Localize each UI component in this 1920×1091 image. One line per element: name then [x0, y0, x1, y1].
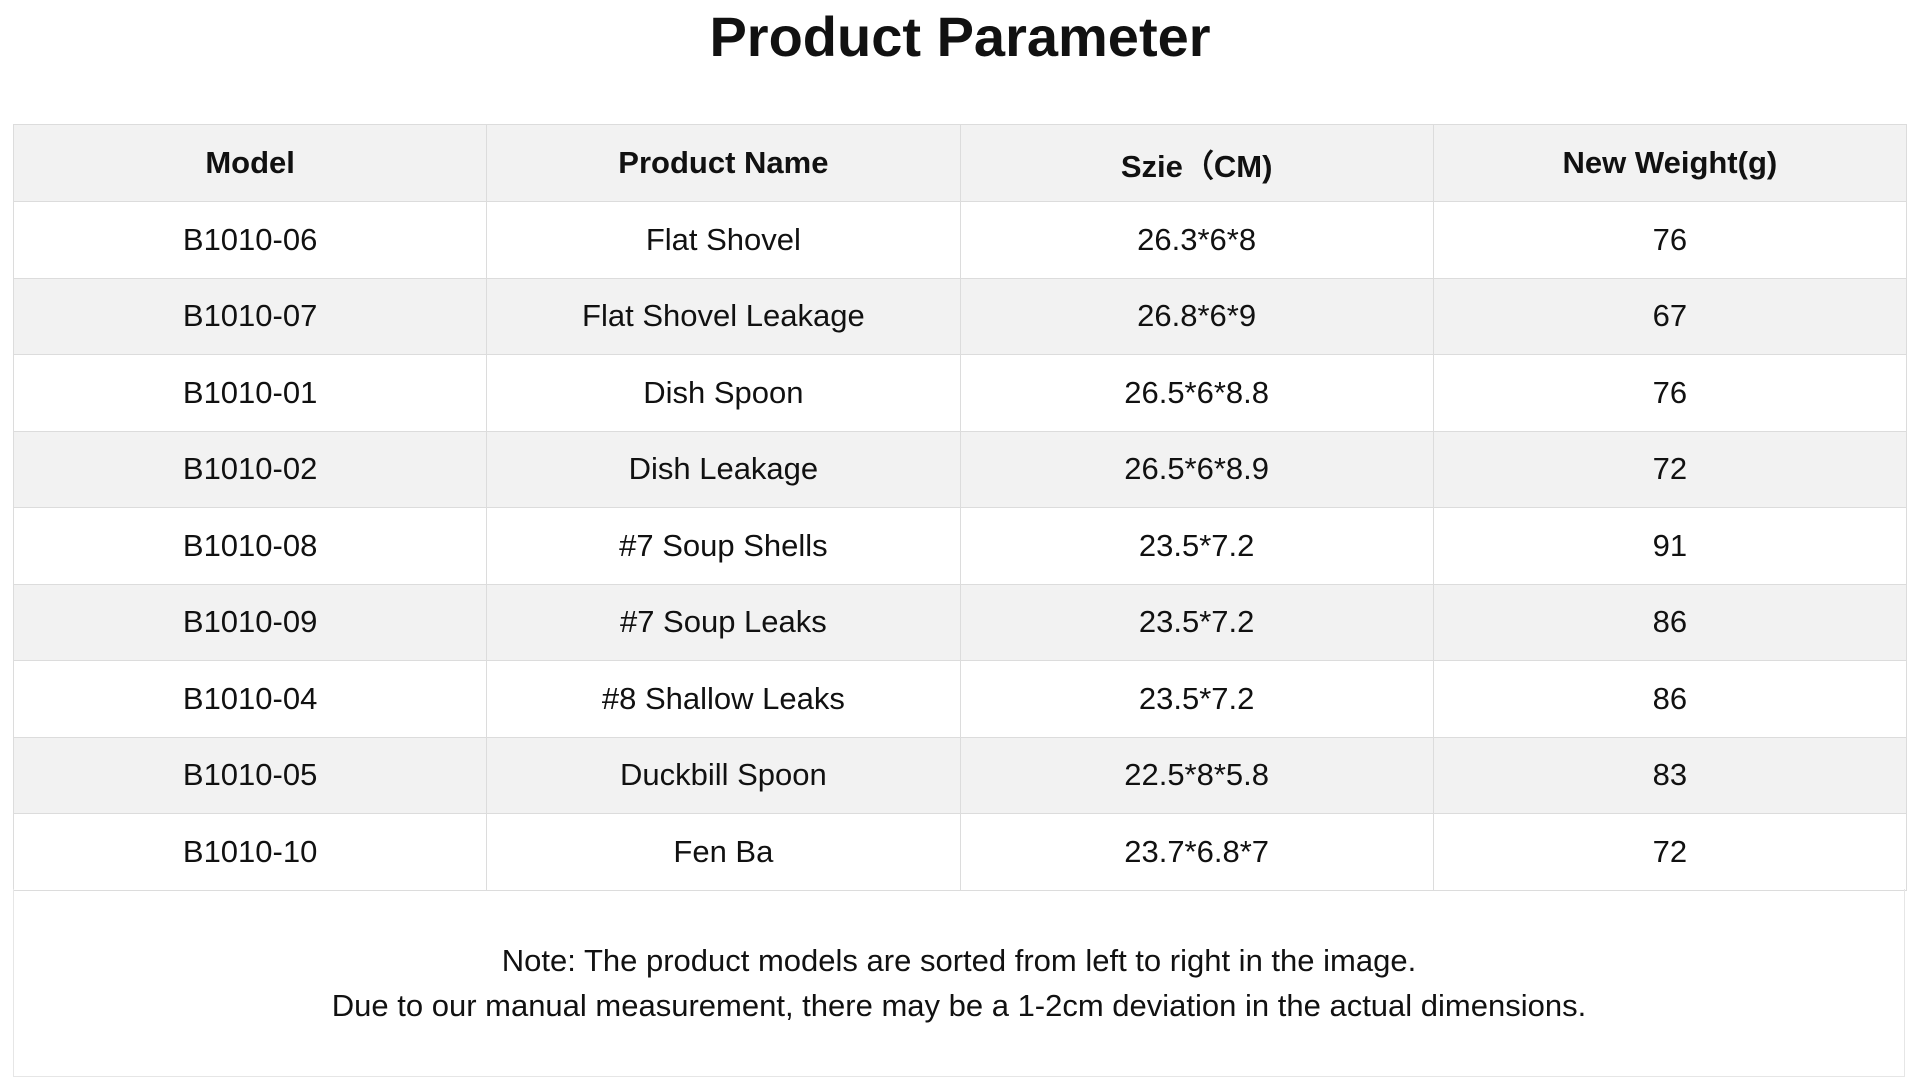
- cell-size: 22.5*8*5.8: [959, 736, 1434, 814]
- cell-weight: 67: [1432, 277, 1908, 355]
- cell-weight: 91: [1432, 507, 1908, 585]
- table-row: B1010-07 Flat Shovel Leakage 26.8*6*9 67: [12, 277, 1908, 355]
- cell-size: 26.3*6*8: [959, 201, 1434, 279]
- table-row: B1010-06 Flat Shovel 26.3*6*8 76: [12, 201, 1908, 279]
- cell-size: 26.5*6*8.8: [959, 354, 1434, 432]
- table-row: B1010-01 Dish Spoon 26.5*6*8.8 76: [12, 354, 1908, 432]
- cell-weight: 72: [1432, 430, 1908, 508]
- cell-model: B1010-02: [12, 430, 488, 508]
- cell-weight: 86: [1432, 660, 1908, 738]
- cell-model: B1010-08: [12, 507, 488, 585]
- table-row: B1010-02 Dish Leakage 26.5*6*8.9 72: [12, 430, 1908, 508]
- cell-model: B1010-01: [12, 354, 488, 432]
- cell-product-name: Dish Leakage: [486, 430, 961, 508]
- page-title: Product Parameter: [709, 5, 1211, 68]
- cell-product-name: Duckbill Spoon: [486, 736, 961, 814]
- cell-product-name: #8 Shallow Leaks: [486, 660, 961, 738]
- cell-product-name: Fen Ba: [486, 813, 961, 891]
- cell-model: B1010-06: [12, 201, 488, 279]
- product-parameter-table: Model Product Name Szie（CM) New Weight(g…: [12, 124, 1908, 891]
- table-row: B1010-08 #7 Soup Shells 23.5*7.2 91: [12, 507, 1908, 585]
- cell-product-name: #7 Soup Leaks: [486, 583, 961, 661]
- header-size: Szie（CM): [959, 124, 1434, 202]
- cell-size: 26.8*6*9: [959, 277, 1434, 355]
- note-box: Note: The product models are sorted from…: [13, 889, 1905, 1077]
- cell-weight: 76: [1432, 201, 1908, 279]
- cell-model: B1010-04: [12, 660, 488, 738]
- table-row: B1010-04 #8 Shallow Leaks 23.5*7.2 86: [12, 660, 1908, 738]
- cell-size: 23.7*6.8*7: [959, 813, 1434, 891]
- cell-weight: 72: [1432, 813, 1908, 891]
- cell-size: 23.5*7.2: [959, 583, 1434, 661]
- table-header-row: Model Product Name Szie（CM) New Weight(g…: [12, 124, 1908, 202]
- cell-product-name: #7 Soup Shells: [486, 507, 961, 585]
- cell-model: B1010-09: [12, 583, 488, 661]
- header-weight: New Weight(g): [1432, 124, 1908, 202]
- cell-size: 26.5*6*8.9: [959, 430, 1434, 508]
- note-line-2: Due to our manual measurement, there may…: [331, 988, 1587, 1023]
- cell-product-name: Flat Shovel Leakage: [486, 277, 961, 355]
- cell-model: B1010-07: [12, 277, 488, 355]
- cell-size: 23.5*7.2: [959, 507, 1434, 585]
- header-model: Model: [12, 124, 488, 202]
- cell-weight: 83: [1432, 736, 1908, 814]
- cell-product-name: Flat Shovel: [486, 201, 961, 279]
- table-row: B1010-05 Duckbill Spoon 22.5*8*5.8 83: [12, 736, 1908, 814]
- cell-model: B1010-10: [12, 813, 488, 891]
- cell-product-name: Dish Spoon: [486, 354, 961, 432]
- cell-model: B1010-05: [12, 736, 488, 814]
- table-row: B1010-10 Fen Ba 23.7*6.8*7 72: [12, 813, 1908, 891]
- cell-weight: 76: [1432, 354, 1908, 432]
- header-product-name: Product Name: [486, 124, 961, 202]
- cell-size: 23.5*7.2: [959, 660, 1434, 738]
- cell-weight: 86: [1432, 583, 1908, 661]
- table-row: B1010-09 #7 Soup Leaks 23.5*7.2 86: [12, 583, 1908, 661]
- note-line-1: Note: The product models are sorted from…: [501, 943, 1417, 978]
